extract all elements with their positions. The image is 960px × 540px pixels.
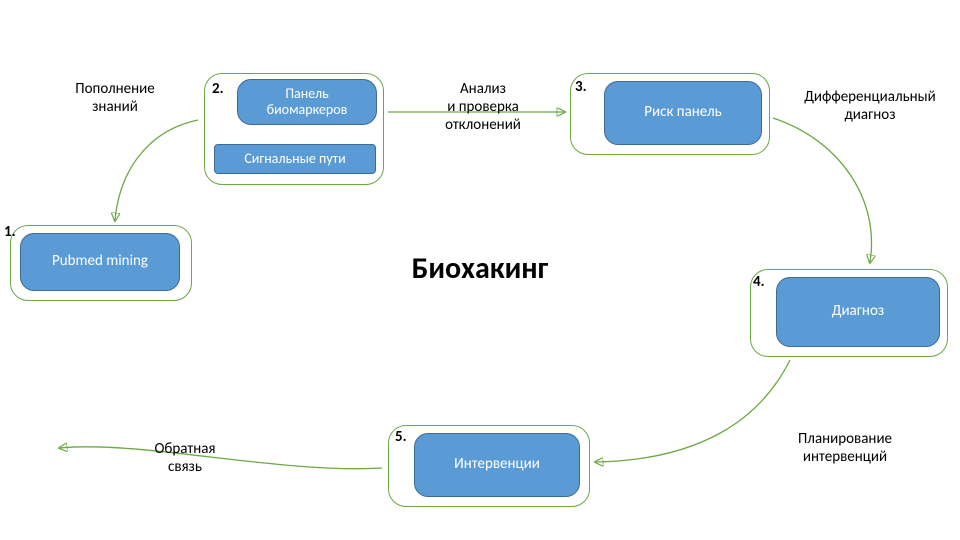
label-feedback: Обратная связь [125,440,245,476]
pill-signaling-pathways: Сигнальные пути [214,144,376,174]
arrow-a_1_to_2 [115,120,198,220]
pill-diagnosis: Диагноз [776,277,940,347]
pill-pubmed: Pubmed mining [20,233,180,291]
pill-risk-panel: Риск панель [604,81,762,145]
step-number-1: 1. [4,223,16,241]
step-number-2: 2. [212,80,224,98]
step-number-4: 4. [753,273,765,291]
label-analysis-check: Анализ и проверка отклонений [423,80,543,134]
pill-biomarker-panel: Панель биомаркеров [237,79,377,125]
label-differential: Дифференциальный диагноз [785,88,955,124]
center-title: Биохакинг [345,250,615,287]
label-intervention-plan: Планирование интервенций [760,430,930,466]
diagram-stage: Pubmed mining Панель биомаркеров Сигналь… [0,0,960,540]
label-knowledge-refill: Пополнение знаний [50,80,180,116]
pill-interventions: Интервенции [414,433,580,497]
step-number-3: 3. [575,78,587,96]
step-number-5: 5. [395,428,407,446]
arrow-a_3_to_4 [773,118,872,262]
